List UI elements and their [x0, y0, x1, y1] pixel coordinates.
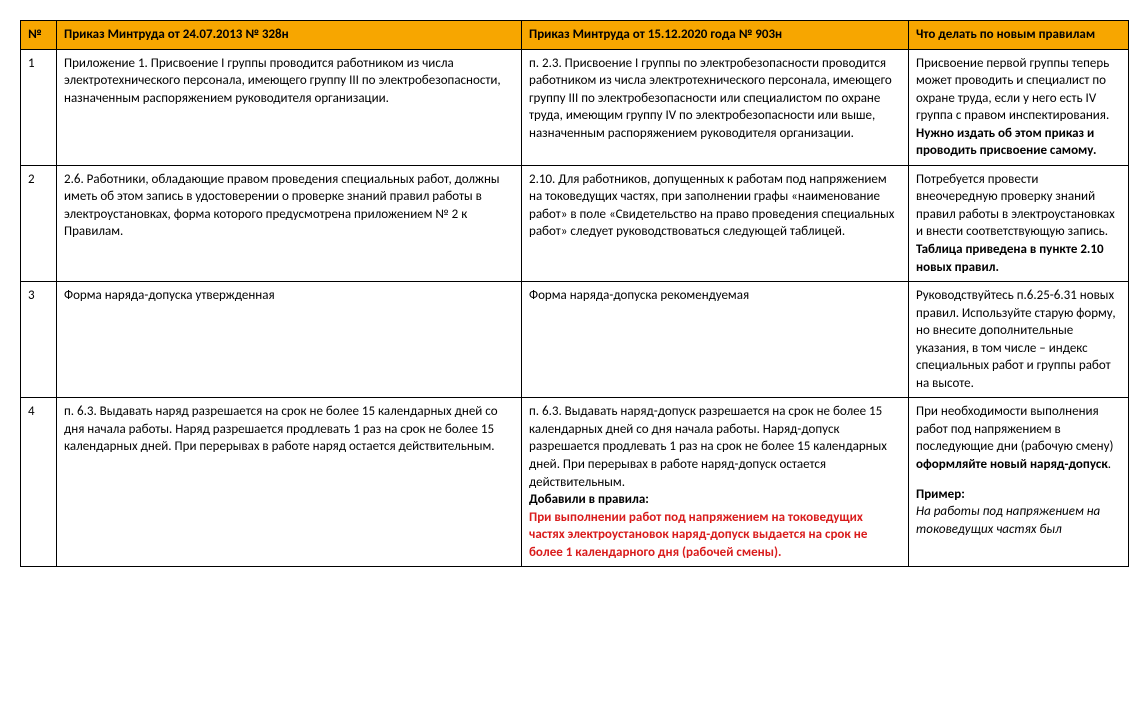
act-para-1: При необходимости выполнения работ под н… — [916, 403, 1121, 473]
table-row: 2 2.6. Работники, обладающие правом пров… — [21, 165, 1129, 281]
cell-old: 2.6. Работники, обладающие правом провед… — [57, 165, 522, 281]
col-header-old: Приказ Минтруда от 24.07.2013 № 328н — [57, 21, 522, 50]
cell-new: Форма наряда-допуска рекомендуемая — [522, 282, 909, 398]
cell-num: 4 — [21, 398, 57, 567]
act-para-2: Пример: На работы под напряжением на ток… — [916, 486, 1121, 539]
cell-num: 1 — [21, 49, 57, 165]
cell-new: п. 2.3. Присвоение I группы по электробе… — [522, 49, 909, 165]
cell-old: Приложение 1. Присвоение I группы провод… — [57, 49, 522, 165]
cell-old: Форма наряда-допуска утвержденная — [57, 282, 522, 398]
col-header-num: № — [21, 21, 57, 50]
cell-old: п. 6.3. Выдавать наряд разрешается на ср… — [57, 398, 522, 567]
table-row: 1 Приложение 1. Присвоение I группы пров… — [21, 49, 1129, 165]
new-bold-intro: Добавили в правила: — [529, 492, 649, 507]
comparison-table: № Приказ Минтруда от 24.07.2013 № 328н П… — [20, 20, 1129, 567]
act-p1-bold: оформляйте новый наряд-допуск — [916, 457, 1108, 472]
cell-act: Руководствуйтесь п.6.25-6.31 новых прави… — [909, 282, 1129, 398]
act-text: Потребуется провести внеочередную провер… — [916, 172, 1115, 240]
table-row: 3 Форма наряда-допуска утвержденная Форм… — [21, 282, 1129, 398]
act-p2-italic: На работы под напряжением на токоведущих… — [916, 504, 1100, 537]
paragraph-gap — [916, 474, 1121, 486]
cell-new: 2.10. Для работников, допущенных к работ… — [522, 165, 909, 281]
new-main: п. 6.3. Выдавать наряд-допуск разрешаетс… — [529, 404, 887, 489]
cell-act: При необходимости выполнения работ под н… — [909, 398, 1129, 567]
act-p1-tail: . — [1108, 457, 1111, 472]
act-bold: Таблица приведена в пункте 2.10 новых пр… — [916, 242, 1104, 275]
table-header-row: № Приказ Минтруда от 24.07.2013 № 328н П… — [21, 21, 1129, 50]
cell-new: п. 6.3. Выдавать наряд-допуск разрешаетс… — [522, 398, 909, 567]
col-header-new: Приказ Минтруда от 15.12.2020 года № 903… — [522, 21, 909, 50]
act-text: Руководствуйтесь п.6.25-6.31 новых прави… — [916, 288, 1116, 391]
act-bold: Нужно издать об этом приказ и проводить … — [916, 126, 1096, 159]
cell-num: 2 — [21, 165, 57, 281]
cell-act: Присвоение первой группы теперь может пр… — [909, 49, 1129, 165]
cell-num: 3 — [21, 282, 57, 398]
act-p1-plain: При необходимости выполнения работ под н… — [916, 404, 1113, 454]
new-red-addition: При выполнении работ под напряжением на … — [529, 510, 867, 560]
cell-act: Потребуется провести внеочередную провер… — [909, 165, 1129, 281]
act-p2-bold: Пример: — [916, 487, 965, 502]
act-text: Присвоение первой группы теперь может пр… — [916, 56, 1109, 124]
table-row: 4 п. 6.3. Выдавать наряд разрешается на … — [21, 398, 1129, 567]
col-header-act: Что делать по новым правилам — [909, 21, 1129, 50]
